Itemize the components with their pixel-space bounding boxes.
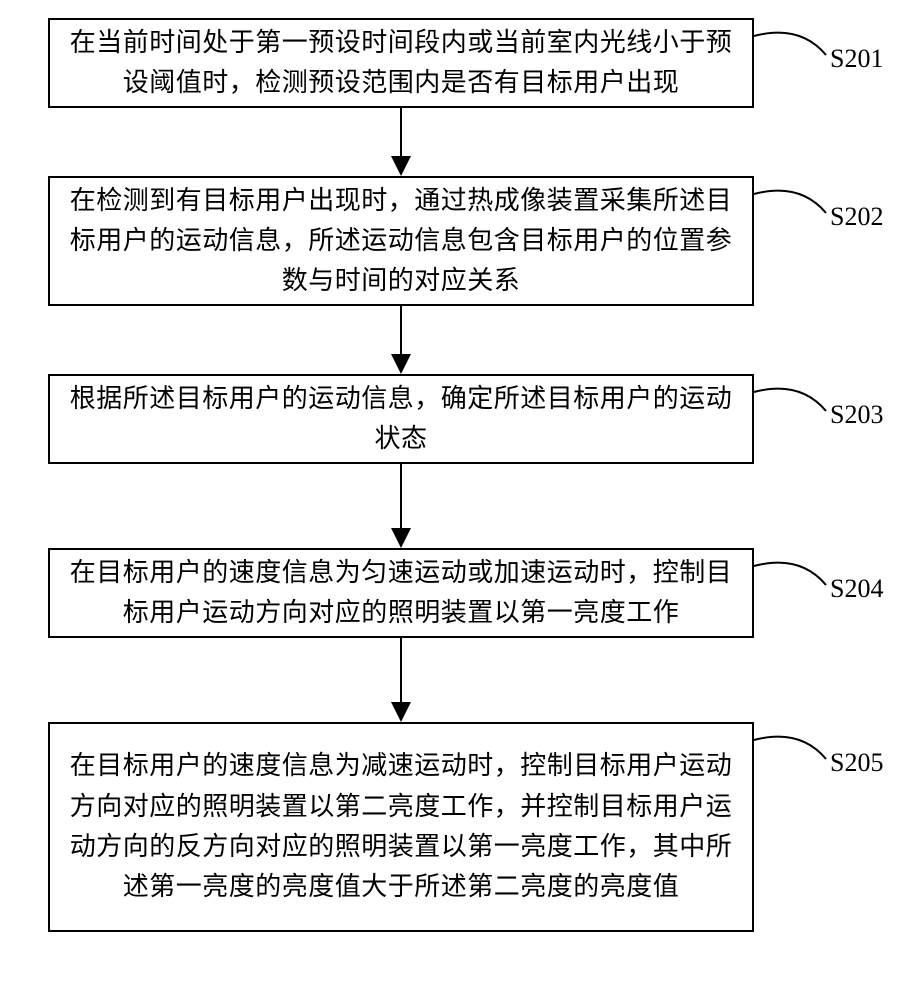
leader-s204 — [754, 563, 826, 585]
leader-s203 — [754, 389, 826, 411]
leader-s202 — [754, 191, 826, 213]
leader-s205 — [754, 737, 826, 759]
leader-s201 — [754, 33, 826, 55]
connector-layer — [0, 0, 921, 1000]
flowchart-canvas: 在当前时间处于第一预设时间段内或当前室内光线小于预设阈值时，检测预设范围内是否有… — [0, 0, 921, 1000]
